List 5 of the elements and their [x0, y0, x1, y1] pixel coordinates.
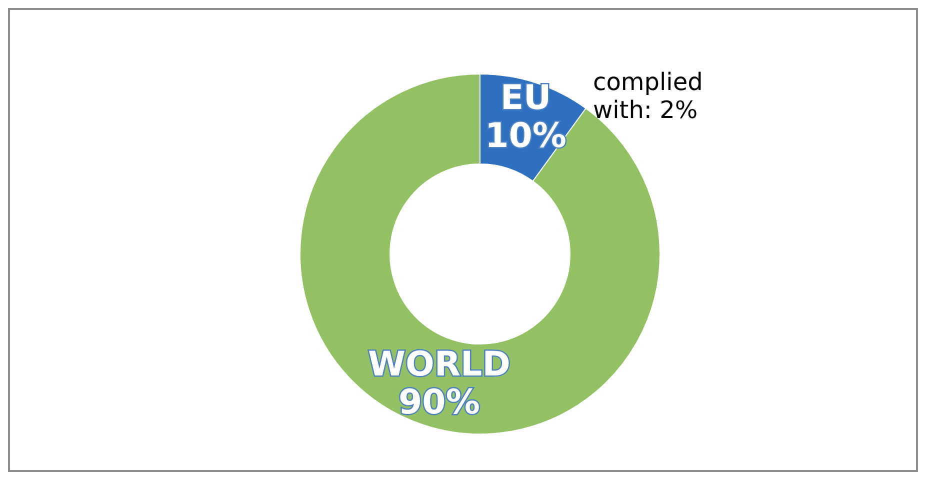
slice-label: WORLD	[368, 344, 510, 385]
data-label: 90%	[398, 382, 480, 423]
data-label: 10%	[485, 116, 566, 156]
slice-label: EU	[500, 78, 552, 118]
text: complied with: 2%	[593, 68, 704, 124]
